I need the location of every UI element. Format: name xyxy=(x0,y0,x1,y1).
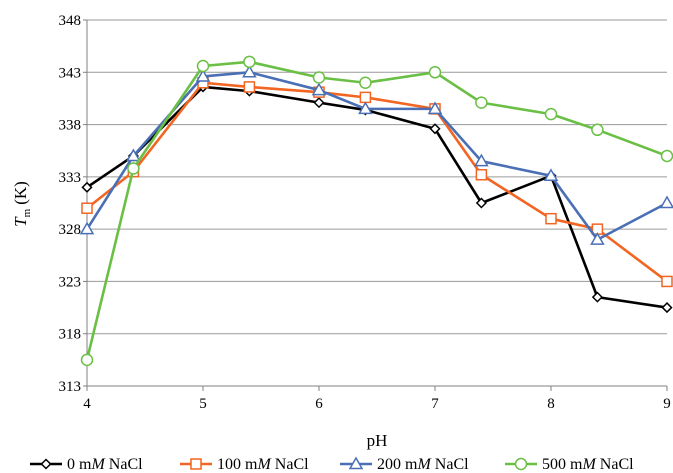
legend-swatch-marker xyxy=(190,458,202,470)
data-point xyxy=(427,101,443,115)
y-tick-label: 348 xyxy=(59,13,82,29)
legend-label-part: NaCl xyxy=(431,456,469,473)
data-point xyxy=(358,101,373,115)
legend-label-part: 0 m xyxy=(67,456,92,473)
legend-swatch-marker xyxy=(40,458,52,470)
data-point xyxy=(590,232,605,245)
legend-label-part: NaCl xyxy=(105,456,143,473)
legend-entry: 200 mM NaCl xyxy=(340,456,469,473)
data-point xyxy=(475,96,488,109)
y-tick-label: 313 xyxy=(59,379,82,395)
legend-label-part: 200 m xyxy=(377,456,418,473)
data-point xyxy=(474,153,489,167)
legend-label-part: 500 m xyxy=(542,456,583,473)
legend-entry: 0 mM NaCl xyxy=(30,456,143,473)
legend: 0 mM NaCl 100 mM NaCl 200 mM NaCl 500 mM Na… xyxy=(30,456,634,473)
data-point xyxy=(545,212,557,225)
data-point xyxy=(544,107,558,121)
data-point xyxy=(243,55,256,69)
data-point xyxy=(243,81,256,93)
legend-label: 200 mM NaCl xyxy=(377,456,469,473)
legend-label: 500 mM NaCl xyxy=(542,456,634,473)
data-point xyxy=(429,123,441,135)
data-point xyxy=(475,169,488,181)
data-point xyxy=(79,221,95,235)
data-point xyxy=(127,162,140,175)
y-tick-label: 333 xyxy=(59,170,82,186)
x-tick-label: 7 xyxy=(431,396,439,412)
data-point xyxy=(196,59,210,73)
series-layer xyxy=(79,55,673,367)
legend-label-part: NaCl xyxy=(271,456,309,473)
grid-lines xyxy=(87,19,667,387)
data-point xyxy=(312,71,326,84)
data-point xyxy=(661,275,673,288)
y-axis-title: Tm (K) xyxy=(11,181,33,227)
series-2 xyxy=(79,64,673,245)
legend-entry: 100 mM NaCl xyxy=(180,456,309,473)
data-point xyxy=(359,91,372,104)
x-tick-label: 4 xyxy=(83,396,91,412)
y-tick-label: 323 xyxy=(59,274,82,290)
x-axis-title: pH xyxy=(367,431,388,450)
data-point xyxy=(659,195,673,209)
data-point xyxy=(428,66,442,79)
series-3 xyxy=(80,55,673,367)
data-point xyxy=(475,197,487,209)
data-point xyxy=(313,97,325,109)
legend-entry: 500 mM NaCl xyxy=(505,456,634,473)
data-point xyxy=(660,149,673,163)
y-tick-label: 318 xyxy=(59,327,82,343)
data-point xyxy=(591,291,603,303)
data-point xyxy=(81,202,93,214)
legend-label-part: M xyxy=(256,456,272,473)
data-point xyxy=(543,168,559,182)
data-point xyxy=(242,64,257,78)
y-tick-label: 343 xyxy=(59,65,82,81)
x-tick-label: 9 xyxy=(663,396,671,412)
tick-labels: 313 318 323 328 333 338 343 348 4 5 6 7 8 9 xyxy=(59,13,671,412)
legend-label-part: M xyxy=(90,456,106,473)
legend-label-part: M xyxy=(581,456,597,473)
legend-swatch-marker xyxy=(514,457,528,471)
legend-label-part: 100 m xyxy=(217,456,258,473)
data-point xyxy=(661,302,673,314)
y-axis-title-unit: (K) xyxy=(11,181,30,205)
y-axis-title-main: T xyxy=(11,216,30,227)
data-point xyxy=(359,76,372,89)
y-tick-label: 328 xyxy=(59,222,82,238)
data-point xyxy=(80,353,94,367)
y-tick-label: 338 xyxy=(59,118,82,134)
data-point xyxy=(311,82,327,96)
legend-label-part: M xyxy=(416,456,432,473)
data-point xyxy=(195,68,211,82)
legend-swatch-marker xyxy=(348,456,364,470)
legend-label: 100 mM NaCl xyxy=(217,456,309,473)
legend-label-part: NaCl xyxy=(596,456,634,473)
x-tick-label: 6 xyxy=(315,396,323,412)
x-tick-label: 5 xyxy=(199,396,207,412)
data-point xyxy=(591,123,604,137)
x-tick-label: 8 xyxy=(547,396,555,412)
data-point xyxy=(81,181,93,193)
legend-label: 0 mM NaCl xyxy=(67,456,143,473)
y-axis-title-subscript: m xyxy=(21,208,33,217)
data-point xyxy=(126,148,141,162)
